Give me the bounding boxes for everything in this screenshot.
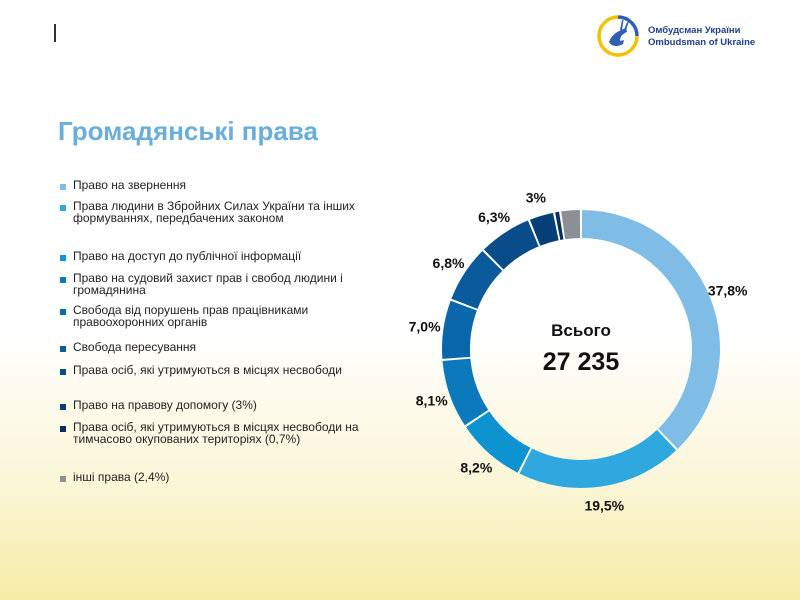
slice-value-label: 8,2% <box>460 459 492 475</box>
logo-caption: Омбудсман України Ombudsman of Ukraine <box>648 25 755 49</box>
slice-value-label: 3% <box>526 190 547 206</box>
donut-slice <box>483 220 539 270</box>
legend-item: Право на звернення <box>60 178 373 192</box>
donut-slice <box>442 300 477 359</box>
slice-labels: 37,8% 19,5% 8,2% 8,1% 7,0% 6,8% 6,3% 3% <box>409 190 748 514</box>
legend-marker <box>60 346 66 352</box>
legend-item: Свобода від порушень прав працівниками п… <box>60 303 373 329</box>
legend-label: Право на правову допомогу (3%) <box>73 398 257 412</box>
legend-item: Свобода пересування <box>60 340 373 354</box>
page-title: Громадянські права <box>58 116 318 146</box>
donut-slice <box>581 210 721 449</box>
top-left-divider <box>54 24 56 42</box>
legend-item: Право на правову допомогу (3%) <box>60 398 373 412</box>
legend-item: інші права (2,4%) <box>60 470 373 484</box>
chart-center-label: Всього <box>551 321 611 340</box>
donut-slice <box>442 358 489 426</box>
legend-marker <box>60 277 66 283</box>
legend-marker <box>60 255 66 261</box>
chart-center-value: 27 235 <box>543 348 620 376</box>
legend-label: Право на судовий захист прав і свобод лю… <box>73 271 343 297</box>
legend-label: інші права (2,4%) <box>73 470 170 484</box>
legend-marker <box>60 404 66 410</box>
donut-slice <box>451 251 503 309</box>
legend-label: Права осіб, які утримуються в місцях нес… <box>73 363 342 377</box>
slice-value-label: 6,3% <box>478 209 510 225</box>
donut-slice <box>555 211 564 240</box>
legend-marker <box>60 476 66 482</box>
donut-slice <box>519 429 677 489</box>
legend-label: Права людини в Збройних Силах України та… <box>73 199 355 225</box>
legend-item: Право на судовий захист прав і свобод лю… <box>60 271 373 297</box>
logo-name-en: Ombudsman of Ukraine <box>648 37 756 48</box>
legend-item: Права осіб, які утримуються в місцях нес… <box>60 420 373 446</box>
donut-slice <box>466 411 531 473</box>
legend-marker <box>60 184 66 190</box>
slice-value-label: 8,1% <box>416 393 448 409</box>
legend-marker <box>60 426 66 432</box>
ombudsman-logo: Омбудсман України Ombudsman of Ukraine <box>596 14 786 58</box>
slice-value-label: 37,8% <box>708 282 748 298</box>
donut-slice <box>561 210 581 240</box>
ombudsman-emblem-icon <box>597 15 639 57</box>
donut-slice <box>529 212 559 246</box>
legend-label: Свобода від порушень прав працівниками п… <box>73 303 309 329</box>
slice-value-label: 6,8% <box>433 255 465 271</box>
legend-item: Право на доступ до публічної інформації <box>60 249 373 263</box>
legend-item: Права людини в Збройних Силах України та… <box>60 199 373 225</box>
legend-marker <box>60 369 66 375</box>
legend-item: Права осіб, які утримуються в місцях нес… <box>60 363 373 377</box>
slice-value-label: 7,0% <box>409 319 441 335</box>
donut-slices <box>442 210 721 489</box>
slice-value-label: 19,5% <box>584 497 624 513</box>
legend-label: Право на доступ до публічної інформації <box>73 249 302 263</box>
legend-label: Свобода пересування <box>73 340 197 354</box>
legend-marker <box>60 309 66 315</box>
legend-label: Право на звернення <box>73 178 186 192</box>
legend-label: Права осіб, які утримуються в місцях нес… <box>73 420 359 446</box>
legend-marker <box>60 205 66 211</box>
logo-name-ua: Омбудсман України <box>648 25 741 36</box>
